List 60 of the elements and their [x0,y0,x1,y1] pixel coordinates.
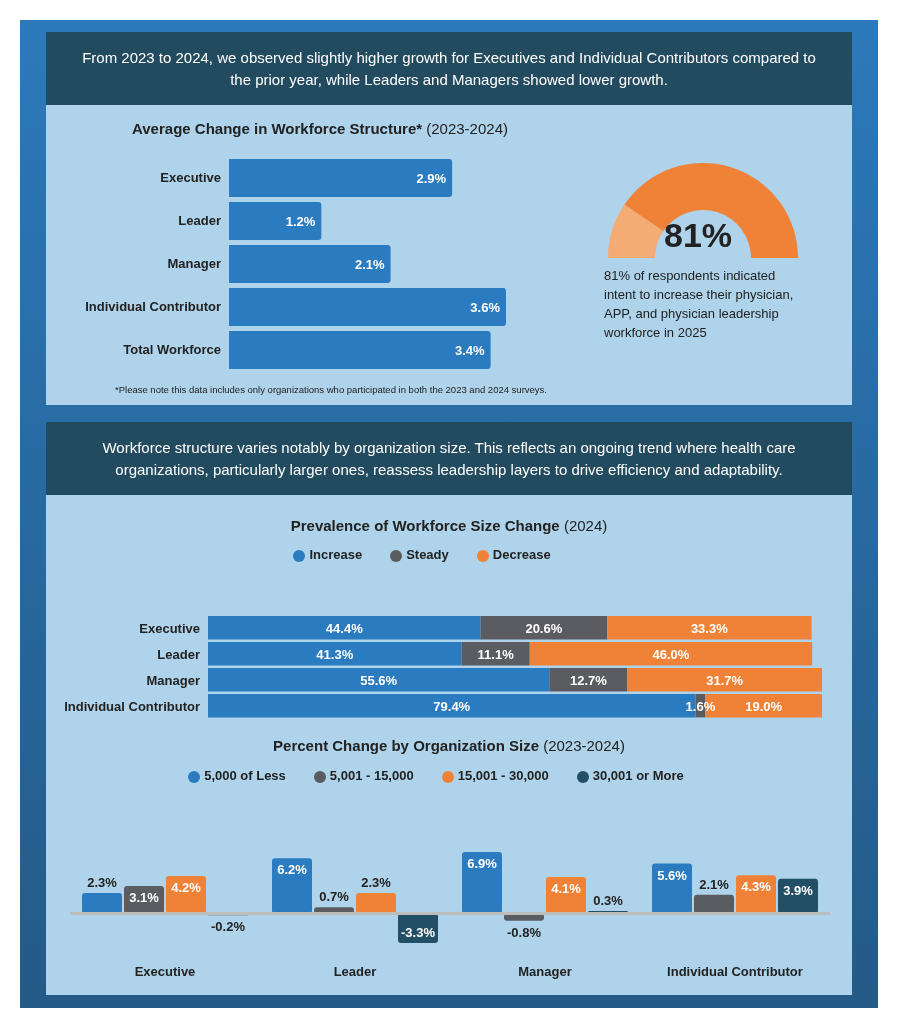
data-label: 3.6% [470,300,501,315]
chart-title: Prevalence of Workforce Size Change (2024) [289,517,609,534]
data-label: 2.1% [699,876,730,892]
data-label: 41.3% [316,646,354,662]
y-tick-label: Manager [167,256,221,272]
data-label: 6.2% [277,862,308,878]
data-label: 31.7% [706,672,744,688]
data-label: -0.2% [211,919,246,935]
legend-label: Increase [309,547,363,562]
y-tick-label: Leader [157,646,200,662]
data-label: 2.3% [87,875,118,891]
data-label: 5.6% [657,867,688,883]
y-tick-label: Individual Contributor [64,698,200,714]
data-label: 79.4% [433,698,471,714]
data-label: 4.2% [171,880,202,896]
data-label: 1.6% [685,698,716,714]
data-label: 20.6% [525,620,563,636]
legend-label: Decrease [492,547,551,562]
data-label: 6.9% [467,856,498,871]
x-tick-label: Manager [518,964,572,980]
text: 81% [662,216,734,255]
data-label: 33.3% [690,620,729,636]
data-label: 0.3% [593,892,624,908]
data-label: 44.4% [325,620,364,636]
data-label: 2.1% [354,257,386,272]
text: 81% of respondents indicated intent to increase their physician, APP, and physician leadership workforce in 2025 [604,267,794,342]
text: From 2023 to 2024, we observed slightly higher growth for Executives and Individual Contributors compared to the prior year, while Leaders and Managers showed lower growth. [46,32,852,105]
data-label: 4.3% [741,879,772,895]
data-label: 3.1% [129,889,160,905]
data-label: 2.3% [361,875,392,891]
legend-label: 5,000 of Less [204,768,286,783]
y-tick-label: Executive [160,170,221,186]
data-label: 19.0% [745,698,783,714]
data-label: 4.1% [551,880,582,896]
legend-label: 5,001 - 15,000 [329,768,414,783]
data-label: 3.9% [783,882,814,898]
data-label: 11.1% [477,646,515,662]
y-tick-label: Manager [146,672,200,688]
legend-label: Steady [406,547,449,562]
legend-label: 15,001 - 30,000 [457,768,549,783]
text: *Please note this data includes only organizations who participated in both the 2023 and 2024 surveys. [114,384,548,395]
data-label: 46.0% [652,646,690,662]
y-tick-label: Leader [178,213,221,229]
data-label: 1.2% [285,214,316,229]
data-label: 12.7% [569,672,608,688]
y-tick-label: Total Workforce [123,342,221,358]
data-label: -3.3% [401,925,436,940]
chart-title: Percent Change by Organization Size (2023-2024) [272,737,626,754]
y-tick-label: Executive [139,620,200,636]
data-label: 0.7% [319,889,350,905]
data-label: -0.8% [507,924,542,940]
data-label: 55.6% [360,672,398,688]
x-tick-label: Leader [333,964,377,980]
text: Workforce structure varies notably by organization size. This reflects an ongoing trend where health care organizations, particularly larger ones, reassess leadership layers to drive efficiency and adaptability. [46,422,852,495]
data-label: 3.4% [454,343,486,358]
chart-title: Average Change in Workforce Structure* (2023-2024) [131,120,509,137]
y-tick-label: Individual Contributor [85,299,221,315]
data-label: 2.9% [416,171,447,186]
legend-label: 30,001 or More [592,768,684,783]
x-tick-label: Individual Contributor [667,964,803,980]
